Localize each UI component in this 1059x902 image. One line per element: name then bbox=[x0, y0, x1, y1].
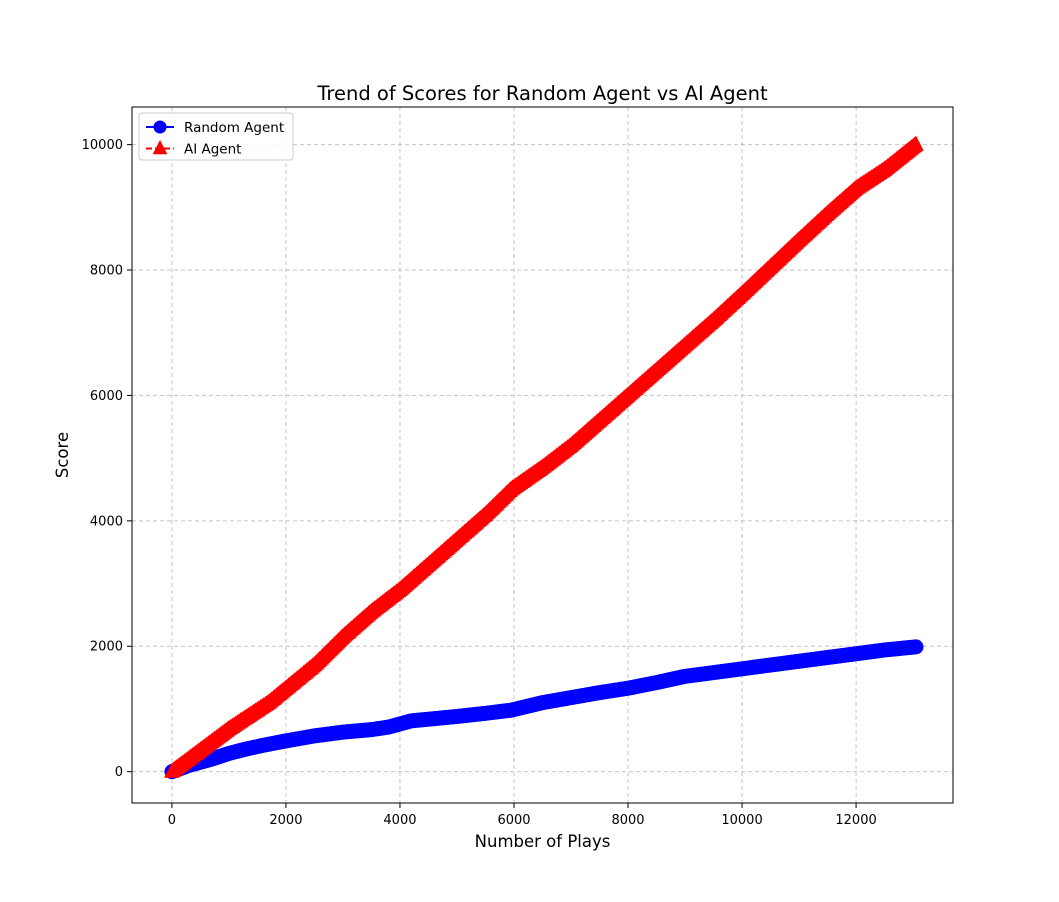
legend-item: AI Agent bbox=[146, 139, 241, 158]
y-tick-label: 0 bbox=[115, 765, 123, 780]
x-tick-label: 2000 bbox=[269, 813, 302, 828]
legend-label: AI Agent bbox=[184, 142, 241, 158]
y-tick-label: 10000 bbox=[82, 138, 123, 153]
x-tick-label: 10000 bbox=[721, 813, 762, 828]
series-ai-agent bbox=[164, 135, 924, 778]
axis-ticks: 0 2000 4000 6000 8000 10000 12000 0 2000 4000 6000… bbox=[82, 138, 877, 828]
x-tick-label: 8000 bbox=[611, 813, 644, 828]
legend-box bbox=[138, 112, 294, 161]
chart-title: Trend of Scores for Random Agent vs AI A… bbox=[316, 82, 768, 105]
x-tick-label: 4000 bbox=[383, 813, 416, 828]
legend-item: Random Agent bbox=[146, 120, 284, 136]
legend-label: Random Agent bbox=[184, 120, 284, 136]
x-tick-label: 12000 bbox=[835, 813, 876, 828]
series-line bbox=[171, 143, 917, 773]
y-axis-title: Score bbox=[53, 432, 72, 478]
legend-marker bbox=[153, 120, 167, 134]
plot-series bbox=[164, 135, 924, 780]
grid-lines bbox=[132, 107, 953, 803]
x-tick-label: 0 bbox=[168, 813, 176, 828]
legend-marker bbox=[152, 139, 168, 155]
y-tick-label: 4000 bbox=[90, 514, 123, 529]
series-line bbox=[171, 645, 917, 773]
x-tick-label: 6000 bbox=[497, 813, 530, 828]
legend: Random Agent AI Agent bbox=[138, 112, 294, 161]
y-tick-label: 6000 bbox=[90, 389, 123, 404]
x-axis-title: Number of Plays bbox=[475, 832, 611, 851]
y-tick-label: 8000 bbox=[90, 264, 123, 279]
y-tick-label: 2000 bbox=[90, 640, 123, 655]
plot-area-frame bbox=[131, 106, 954, 804]
